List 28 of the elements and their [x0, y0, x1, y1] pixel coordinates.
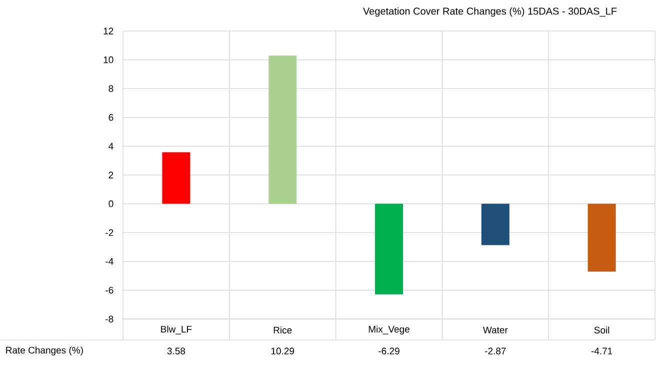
x-tick-label: Rice: [274, 326, 292, 334]
data-label: -6.29: [378, 348, 400, 354]
y-tick-label: 8: [108, 85, 114, 92]
x-tick-label: Water: [482, 326, 508, 334]
x-tick-label: Soil: [594, 326, 610, 334]
x-tick-label: Blw_LF: [161, 326, 192, 334]
y-tick-label: 12: [104, 28, 114, 34]
y-tick-label: -2: [106, 229, 114, 236]
y-tick-label: -8: [106, 316, 114, 322]
bar: [588, 204, 616, 272]
y-tick-label: 6: [108, 114, 114, 121]
bar: [375, 204, 403, 294]
x-tick-label: Mix_Vege: [368, 326, 410, 334]
data-label: 3.58: [167, 348, 186, 354]
y-tick-label: 0: [108, 200, 114, 208]
data-label: -2.87: [485, 348, 506, 354]
data-label: -4.71: [591, 348, 612, 354]
y-tick-label: -4: [106, 258, 114, 265]
bar: [268, 56, 297, 204]
y-tick-label: 10: [104, 56, 114, 64]
bar: [162, 152, 190, 204]
bar: [481, 204, 510, 246]
text: Rate Changes (%): [6, 346, 83, 356]
data-label: 10.29: [271, 348, 294, 354]
y-tick-label: -6: [106, 286, 114, 294]
chart-title: Vegetation Cover Rate Changes (%) 15DAS - 30DAS_LF: [363, 7, 617, 17]
y-tick-label: 2: [108, 172, 114, 178]
y-tick-label: 4: [108, 142, 114, 150]
